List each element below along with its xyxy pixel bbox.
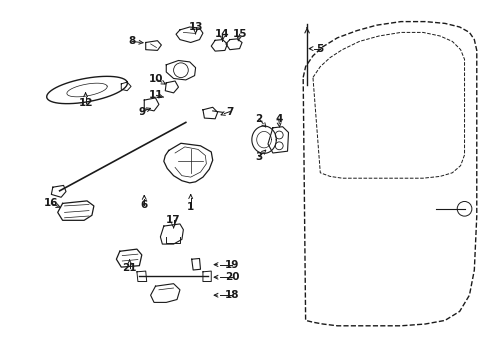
Text: 4: 4 xyxy=(274,114,282,124)
Text: 13: 13 xyxy=(188,22,203,32)
Text: 16: 16 xyxy=(44,198,59,208)
Text: 8: 8 xyxy=(128,36,135,46)
Text: 7: 7 xyxy=(225,107,233,117)
Text: 12: 12 xyxy=(78,98,93,108)
Text: 5: 5 xyxy=(316,44,323,54)
Text: 1: 1 xyxy=(187,202,194,212)
Text: 10: 10 xyxy=(149,74,163,84)
Text: 11: 11 xyxy=(149,90,163,100)
Text: 15: 15 xyxy=(232,29,246,39)
Text: 3: 3 xyxy=(255,152,262,162)
Text: 20: 20 xyxy=(224,272,239,282)
Text: 9: 9 xyxy=(138,107,145,117)
Text: 14: 14 xyxy=(215,29,229,39)
Text: 21: 21 xyxy=(122,263,137,273)
Text: 17: 17 xyxy=(166,215,181,225)
Text: 2: 2 xyxy=(255,114,262,124)
Text: 18: 18 xyxy=(224,290,239,300)
Text: 6: 6 xyxy=(141,200,147,210)
Text: 19: 19 xyxy=(224,260,239,270)
